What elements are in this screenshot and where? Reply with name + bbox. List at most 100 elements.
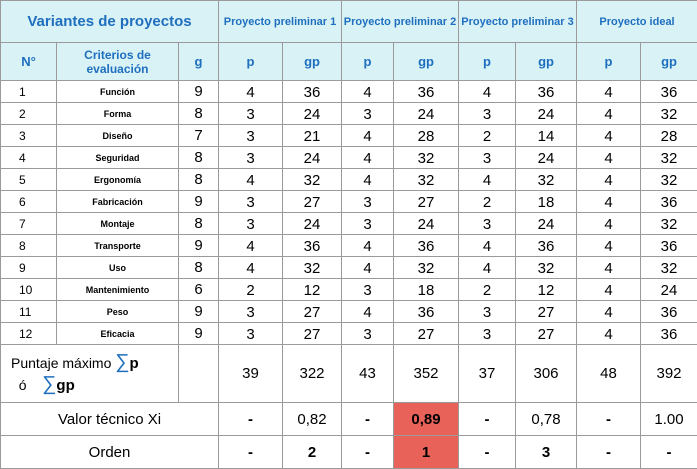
row-gp1: 12 xyxy=(283,279,342,301)
row-gp2: 36 xyxy=(394,235,459,257)
column-header-gp3: gp xyxy=(516,43,577,81)
project-ideal-header: Proyecto ideal xyxy=(577,1,697,43)
sigma-var-p: p xyxy=(130,355,139,372)
row-gpi: 32 xyxy=(641,213,697,235)
row-g: 9 xyxy=(179,301,219,323)
row-gpi: 36 xyxy=(641,323,697,345)
row-number: 1 xyxy=(1,81,57,103)
row-p2: 4 xyxy=(342,125,394,147)
max-score-p1: 39 xyxy=(219,345,283,403)
row-p3: 4 xyxy=(459,257,516,279)
table-row: 4 Seguridad 8 3 24 4 32 3 24 4 32 xyxy=(1,147,697,169)
column-header-p1: p xyxy=(219,43,283,81)
table-row: 2 Forma 8 3 24 3 24 3 24 4 32 xyxy=(1,103,697,125)
row-criterion: Diseño xyxy=(57,125,179,147)
row-g: 8 xyxy=(179,257,219,279)
tech-value-gp1: 0,82 xyxy=(283,403,342,436)
row-p2: 4 xyxy=(342,301,394,323)
row-gp1: 32 xyxy=(283,169,342,191)
row-gp1: 36 xyxy=(283,235,342,257)
project-2-header: Proyecto preliminar 2 xyxy=(342,1,459,43)
row-p1: 3 xyxy=(219,103,283,125)
row-g: 9 xyxy=(179,81,219,103)
row-number: 10 xyxy=(1,279,57,301)
max-score-g-empty xyxy=(179,345,219,403)
row-p3: 3 xyxy=(459,323,516,345)
order-label: Orden xyxy=(1,436,219,469)
row-gp2: 18 xyxy=(394,279,459,301)
row-gp2: 32 xyxy=(394,147,459,169)
table-row: 10 Mantenimiento 6 2 12 3 18 2 12 4 24 xyxy=(1,279,697,301)
max-score-p3: 37 xyxy=(459,345,516,403)
table-row: 3 Diseño 7 3 21 4 28 2 14 4 28 xyxy=(1,125,697,147)
row-pi: 4 xyxy=(577,257,641,279)
row-g: 9 xyxy=(179,323,219,345)
row-p3: 4 xyxy=(459,81,516,103)
row-p2: 4 xyxy=(342,147,394,169)
row-gpi: 36 xyxy=(641,81,697,103)
row-p3: 3 xyxy=(459,103,516,125)
table-row: 7 Montaje 8 3 24 3 24 3 24 4 32 xyxy=(1,213,697,235)
row-p2: 4 xyxy=(342,81,394,103)
row-p2: 3 xyxy=(342,103,394,125)
column-header-g: g xyxy=(179,43,219,81)
column-header-pi: p xyxy=(577,43,641,81)
row-p1: 3 xyxy=(219,213,283,235)
row-criterion: Uso xyxy=(57,257,179,279)
row-p3: 4 xyxy=(459,169,516,191)
row-gp1: 27 xyxy=(283,191,342,213)
row-pi: 4 xyxy=(577,213,641,235)
row-pi: 4 xyxy=(577,103,641,125)
column-header-gp2: gp xyxy=(394,43,459,81)
table-row: 11 Peso 9 3 27 4 36 3 27 4 36 xyxy=(1,301,697,323)
row-pi: 4 xyxy=(577,169,641,191)
row-gp2: 24 xyxy=(394,103,459,125)
row-gp3: 24 xyxy=(516,213,577,235)
row-number: 5 xyxy=(1,169,57,191)
table-row: 6 Fabricación 9 3 27 3 27 2 18 4 36 xyxy=(1,191,697,213)
row-p2: 4 xyxy=(342,257,394,279)
table-row: 12 Eficacia 9 3 27 3 27 3 27 4 36 xyxy=(1,323,697,345)
order-gp1: 2 xyxy=(283,436,342,469)
header-row-columns: N° Criterios de evaluación g p gp p gp p… xyxy=(1,43,697,81)
row-number: 12 xyxy=(1,323,57,345)
row-p2: 3 xyxy=(342,191,394,213)
column-header-gp1: gp xyxy=(283,43,342,81)
row-gp2: 27 xyxy=(394,323,459,345)
header-row-projects: Variantes de proyectos Proyecto prelimin… xyxy=(1,1,697,43)
row-gpi: 36 xyxy=(641,235,697,257)
project-3-header: Proyecto preliminar 3 xyxy=(459,1,577,43)
row-p2: 3 xyxy=(342,213,394,235)
row-criterion: Seguridad xyxy=(57,147,179,169)
row-pi: 4 xyxy=(577,191,641,213)
row-p2: 4 xyxy=(342,169,394,191)
row-gpi: 28 xyxy=(641,125,697,147)
row-gp2: 32 xyxy=(394,257,459,279)
row-gpi: 32 xyxy=(641,169,697,191)
row-gpi: 32 xyxy=(641,147,697,169)
tech-value-gpi: 1.00 xyxy=(641,403,697,436)
tech-value-p3: - xyxy=(459,403,516,436)
row-number: 6 xyxy=(1,191,57,213)
project-1-header: Proyecto preliminar 1 xyxy=(219,1,342,43)
row-p1: 4 xyxy=(219,169,283,191)
row-gp3: 36 xyxy=(516,235,577,257)
row-gp3: 32 xyxy=(516,257,577,279)
row-number: 8 xyxy=(1,235,57,257)
row-pi: 4 xyxy=(577,279,641,301)
row-pi: 4 xyxy=(577,147,641,169)
row-criterion: Forma xyxy=(57,103,179,125)
order-p1: - xyxy=(219,436,283,469)
order-p3: - xyxy=(459,436,516,469)
tech-value-gp2: 0,89 xyxy=(394,403,459,436)
row-p1: 4 xyxy=(219,81,283,103)
table-row: 5 Ergonomía 8 4 32 4 32 4 32 4 32 xyxy=(1,169,697,191)
row-number: 3 xyxy=(1,125,57,147)
tech-value-row: Valor técnico Xi - 0,82 - 0,89 - 0,78 - … xyxy=(1,403,697,436)
row-criterion: Peso xyxy=(57,301,179,323)
row-g: 6 xyxy=(179,279,219,301)
row-gp3: 24 xyxy=(516,147,577,169)
row-g: 8 xyxy=(179,103,219,125)
row-gpi: 32 xyxy=(641,103,697,125)
column-header-criteria: Criterios de evaluación xyxy=(57,43,179,81)
